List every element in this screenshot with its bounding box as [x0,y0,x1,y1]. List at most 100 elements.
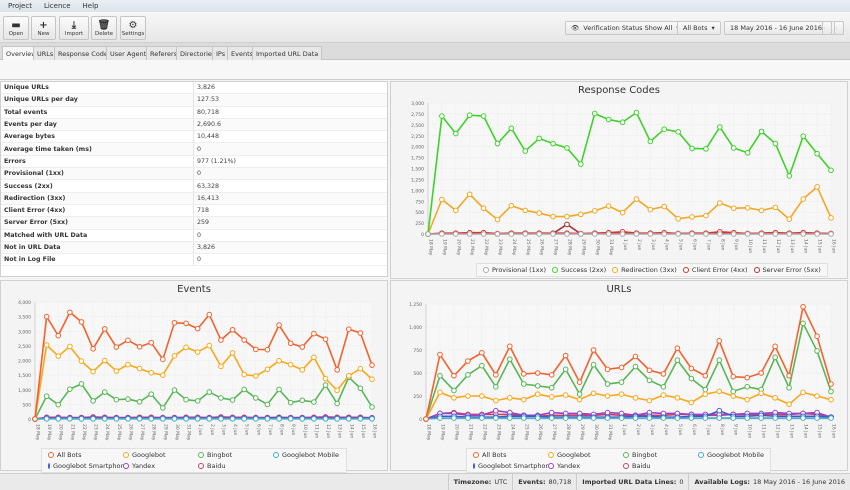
legend-item[interactable]: Success (2xx) [552,266,606,274]
y-tick-label: 1,500 [411,167,424,173]
data-point [633,196,640,202]
legend-item[interactable]: Yandex [548,462,623,470]
y-tick-label: 2,750 [411,112,424,118]
data-point [276,416,282,422]
bots-dropdown[interactable]: All Bots ▾ [677,21,721,35]
data-point [264,346,271,353]
data-point [425,231,431,237]
data-point [218,363,224,370]
legend-item[interactable]: Server Error (5xx) [753,266,821,274]
data-point [675,231,681,237]
data-point [660,371,667,377]
legend-item[interactable]: Googlebot [548,451,623,459]
stat-value: 127.53 [197,96,220,104]
x-tick-label: 14 Jun [348,424,354,438]
data-point [578,211,584,218]
data-point [564,221,570,228]
menu-project[interactable]: Project [8,2,32,10]
legend-item[interactable]: Googlebot Smartphone [473,462,554,470]
data-point [493,372,499,378]
data-point [576,396,583,403]
x-tick-label: 20 May [58,424,64,441]
verification-status-dropdown[interactable]: 👁Verification Status Show All▾ [565,21,686,35]
stat-label: Total events [1,106,194,118]
data-point [534,415,541,421]
menu-licence[interactable]: Licence [43,2,71,10]
menu-help[interactable]: Help [82,2,99,10]
data-point [520,381,527,387]
stat-label: Average bytes [1,131,194,143]
x-tick-label: 21 May [469,239,475,256]
legend-item[interactable]: Baidu [198,462,273,470]
stats-row: Not in URL Data 3,826 [1,241,387,255]
legend-item[interactable]: Googlebot Mobile [273,451,353,459]
data-point [299,367,306,373]
stats-row: Unique URLs per day 127.53 [1,94,387,107]
legend-item[interactable]: Googlebot Smartphone [48,462,129,470]
stats-row: Provisional (1xx) 0 [1,168,387,181]
stat-label: Unique URLs per day [1,94,194,106]
data-point [786,384,792,391]
legend-item[interactable]: Baidu [623,462,698,470]
legend-item[interactable]: Redirection (3xx) [612,266,677,274]
tab-bar: Overview URLs Response Codes User Agents… [0,43,850,60]
new-button[interactable]: + New [31,16,56,40]
x-tick-label: 2 Jun [635,424,641,435]
stat-value: 0 [197,231,202,239]
data-point [171,353,178,359]
stat-value: 977 (1.21%) [197,157,236,165]
legend-item[interactable]: Client Error (4xx) [682,266,748,274]
legend-item[interactable]: All Bots [48,451,123,459]
x-tick-label: 3 Jun [220,424,226,435]
previous-button[interactable]: ‹ [822,21,832,35]
data-point [828,388,834,395]
legend-item[interactable]: Bingbot [623,451,698,459]
delete-button[interactable]: 🗑 Delete [91,16,117,40]
data-point [562,366,569,373]
data-point [67,386,73,392]
legend-label: Bingbot [207,451,233,459]
y-tick-label: 0 [28,417,31,423]
data-point [520,396,527,403]
data-point [688,375,695,382]
data-point [786,372,792,379]
data-point [276,386,282,393]
legend-item[interactable]: Bingbot [198,451,273,459]
data-point [646,367,653,374]
data-point [660,415,667,421]
data-point [536,135,542,142]
legend-item[interactable]: Provisional (1xx) [483,266,546,274]
data-point [311,330,317,337]
download-icon: ⤓ [71,19,77,31]
open-button[interactable]: ▬ Open [3,16,29,40]
data-point [814,333,820,340]
data-point [287,399,294,406]
legend-item[interactable]: Googlebot [123,451,198,459]
legend-item[interactable]: Googlebot Mobile [698,451,778,459]
next-button[interactable]: › [834,21,844,35]
data-point [522,231,529,237]
legend-label: Googlebot Mobile [707,451,764,459]
import-button[interactable]: ⤓ Import [59,16,89,40]
x-tick-label: 12 Jun [775,424,781,438]
data-point [466,112,473,119]
data-point [466,231,473,237]
data-point [90,346,96,352]
data-point [633,109,640,116]
legend-item[interactable]: Yandex [123,462,198,470]
data-point [758,231,765,237]
data-point [604,409,611,416]
date-range-dropdown[interactable]: 18 May 2016 - 16 June 2016▾ [724,21,836,35]
trash-icon: 🗑 [97,19,111,31]
tab-imported-url-data[interactable]: Imported URL Data [252,46,323,60]
legend-marker-icon [753,267,760,273]
settings-button[interactable]: ⚙ Settings [120,16,146,40]
legend-label: Redirection (3xx) [621,266,677,274]
legend-item[interactable]: All Bots [473,451,548,459]
data-point [647,206,654,213]
x-tick-label: 29 May [162,424,168,441]
data-point [744,374,751,381]
data-point [618,391,625,397]
data-point [534,383,541,389]
data-point [674,395,681,401]
